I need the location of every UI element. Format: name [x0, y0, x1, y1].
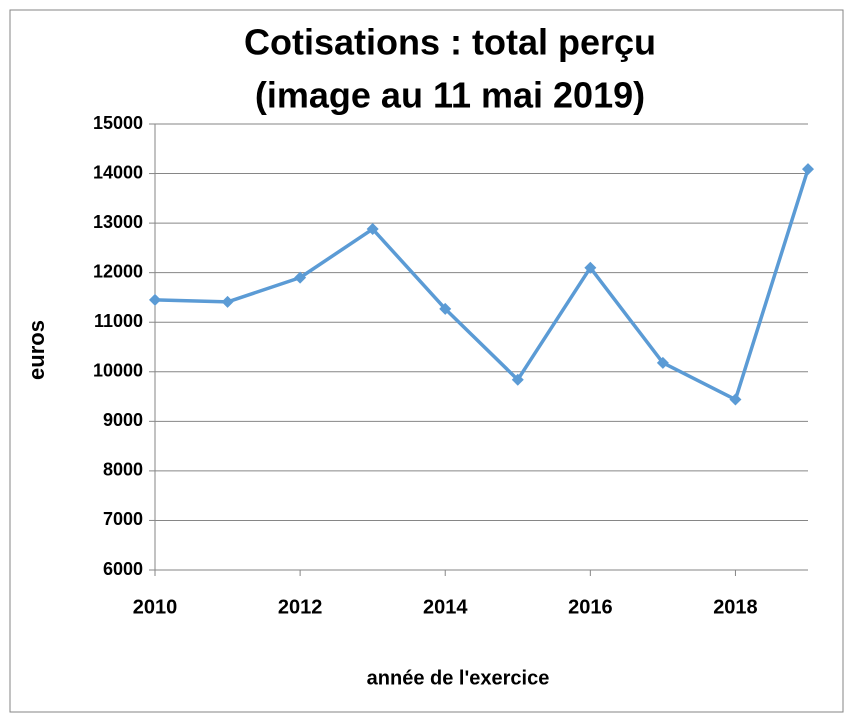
- chart-border: [9, 9, 844, 713]
- x-axis-label: année de l'exercice: [367, 667, 550, 689]
- marker: [802, 163, 814, 176]
- marker: [511, 373, 524, 386]
- chart-title: Cotisations : total perçu: [244, 22, 656, 63]
- y-tick-label: 7000: [103, 509, 143, 529]
- marker: [584, 261, 597, 274]
- y-tick-label: 15000: [93, 113, 143, 133]
- series-line: [154, 168, 810, 402]
- y-tick-label: 11000: [94, 311, 143, 331]
- marker: [221, 295, 234, 308]
- x-tick-label: 2016: [568, 596, 613, 618]
- marker: [149, 293, 161, 306]
- y-axis-label: euros: [24, 320, 49, 380]
- x-tick-label: 2012: [278, 596, 323, 618]
- y-tick-label: 12000: [93, 261, 143, 281]
- marker: [366, 223, 379, 236]
- marker: [729, 393, 742, 406]
- y-tick-label: 9000: [103, 410, 143, 430]
- marker: [439, 302, 452, 315]
- y-tick-label: 8000: [103, 460, 143, 480]
- x-tick-label: 2018: [713, 596, 758, 618]
- y-tick-label: 14000: [93, 162, 143, 182]
- chart-title: (image au 11 mai 2019): [255, 75, 645, 116]
- x-tick-label: 2014: [423, 596, 468, 618]
- x-tick-label: 2010: [133, 596, 178, 618]
- y-tick-label: 10000: [93, 361, 143, 381]
- marker: [656, 356, 669, 369]
- y-tick-label: 6000: [103, 559, 143, 579]
- y-tick-label: 13000: [93, 212, 143, 232]
- marker: [294, 271, 307, 284]
